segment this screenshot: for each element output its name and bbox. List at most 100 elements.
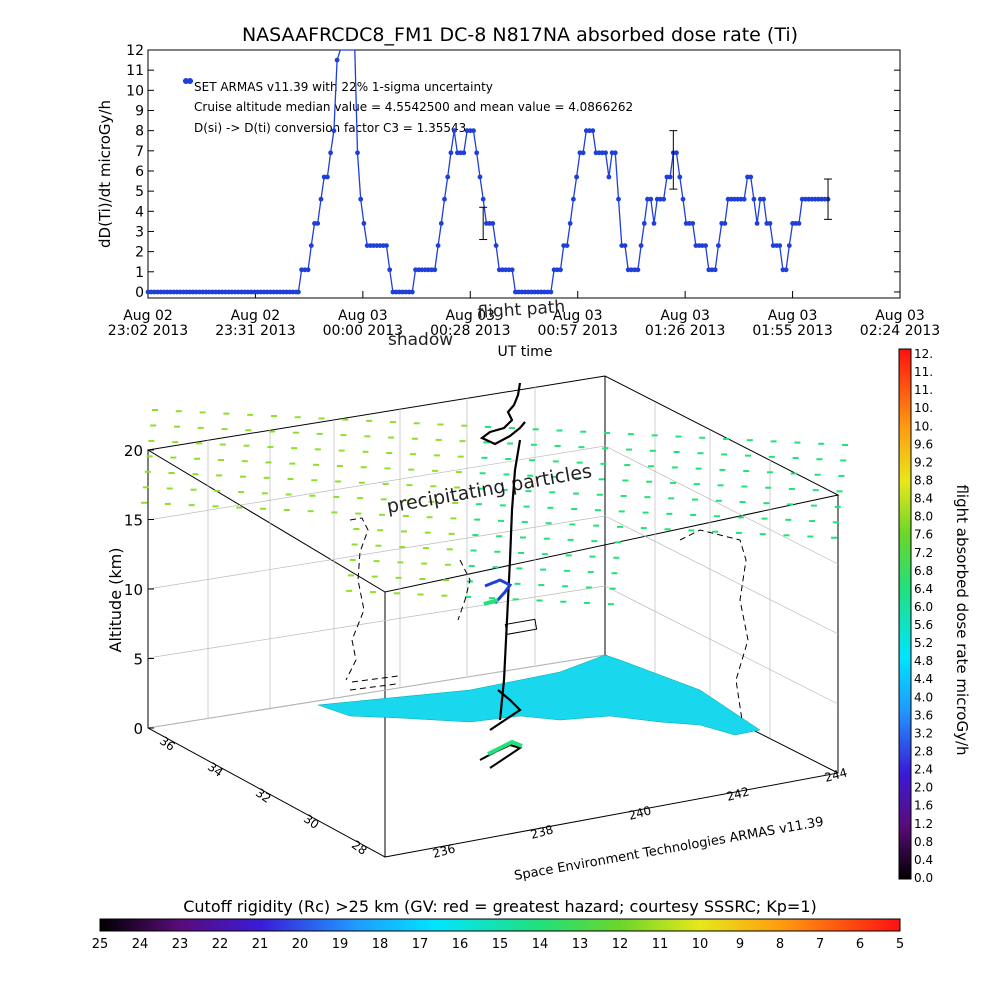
altitude-tick-label: 10 <box>124 581 143 599</box>
colorbar-label: flight absorbed dose rate microGy/h <box>953 484 971 755</box>
x-tick-label-time: 00:28 2013 <box>430 323 510 339</box>
data-point <box>658 196 663 202</box>
data-point <box>777 243 783 249</box>
data-point <box>302 267 308 273</box>
shadow-left <box>345 517 399 691</box>
data-point <box>193 289 199 295</box>
data-point <box>432 267 438 273</box>
colorbar-tick-label: 6.0 <box>914 600 933 614</box>
cutoff-tick-label: 23 <box>172 937 189 952</box>
x-axis-label: UT time <box>498 344 553 360</box>
colorbar-tick-label: 4.4 <box>914 672 933 686</box>
cutoff-tick-label: 17 <box>412 937 429 952</box>
altitude-tick-label: 0 <box>133 720 143 738</box>
data-point <box>786 243 792 249</box>
colorbar-tick-label: 11. <box>914 365 933 379</box>
colorbar-tick-label: 8.4 <box>914 492 933 506</box>
data-point <box>622 243 628 249</box>
data-point <box>567 221 573 226</box>
colorbar-tick-label: 7.2 <box>914 546 933 560</box>
latitude-tick-label: 36 <box>157 734 178 754</box>
cutoff-tick-label: 15 <box>492 937 509 952</box>
data-point <box>164 289 170 295</box>
chart-title: NASAAFRCDC8_FM1 DC-8 N817NA absorbed dos… <box>242 24 798 46</box>
x-tick-label-time: 01:55 2013 <box>752 323 832 339</box>
colorbar-tick-label: 10. <box>914 401 933 415</box>
cutoff-colorbar <box>99 918 901 932</box>
cutoff-tick-label: 11 <box>652 937 669 952</box>
flight-marker <box>504 618 538 635</box>
data-point <box>812 196 818 202</box>
data-point <box>235 289 241 295</box>
x-tick-label-time: 23:02 2013 <box>108 323 188 339</box>
data-point <box>754 221 760 226</box>
y-tick-label: 2 <box>135 245 144 261</box>
data-point <box>629 267 634 273</box>
data-point <box>358 196 364 202</box>
cutoff-tick-label: 24 <box>132 937 149 952</box>
data-point <box>435 243 441 249</box>
cutoff-tick-label: 5 <box>896 937 904 952</box>
data-point <box>305 267 311 273</box>
y-tick-label: 6 <box>135 164 144 180</box>
data-point <box>770 243 776 249</box>
longitude-tick-label: 244 <box>823 765 849 784</box>
cutoff-tick-label: 9 <box>736 937 744 952</box>
cutoff-tick-label: 25 <box>92 937 109 952</box>
longitude-tick-label: 238 <box>529 822 555 841</box>
data-point <box>728 196 734 202</box>
longitude-axis: 236 238 240 242 244 <box>431 765 849 860</box>
y-tick-label: 5 <box>135 184 144 200</box>
data-point <box>722 221 728 226</box>
colorbar-tick-label: 2.8 <box>914 745 933 759</box>
data-point <box>493 243 499 249</box>
data-point <box>325 174 330 180</box>
x-tick-label-date: Aug 03 <box>445 308 495 324</box>
data-point <box>387 267 393 273</box>
data-point <box>318 196 324 202</box>
colorbar-tick-label: 7.6 <box>914 528 933 542</box>
data-point <box>558 267 563 273</box>
data-point <box>667 174 673 180</box>
data-point <box>509 267 515 273</box>
colorbar-tick-label: 0.0 <box>914 871 933 885</box>
latitude-tick-label: 32 <box>253 786 274 806</box>
altitude-tick-label: 5 <box>133 651 143 669</box>
colorbar-tick-label: 12. <box>914 347 933 361</box>
data-point <box>409 289 415 295</box>
x-tick-label-date: Aug 02 <box>123 308 173 324</box>
y-axis-label: dD(Ti)/dt microGy/h <box>96 100 114 248</box>
flight-path-color <box>483 598 499 606</box>
latitude-tick-label: 30 <box>301 812 322 832</box>
colorbar-tick-label: 5.6 <box>914 618 933 632</box>
data-point <box>741 196 747 202</box>
data-point <box>548 289 554 295</box>
colorbar-tick-label: 2.0 <box>914 781 933 795</box>
data-point <box>331 128 337 134</box>
y-tick-label: 8 <box>135 124 144 140</box>
cutoff-tick-label: 13 <box>572 937 589 952</box>
data-point <box>690 221 696 226</box>
data-point <box>606 174 612 180</box>
y-tick-label: 1 <box>135 265 144 281</box>
data-point <box>761 196 766 202</box>
data-point <box>503 267 509 273</box>
3d-box <box>146 375 840 858</box>
data-point <box>796 221 802 226</box>
data-point <box>480 196 486 202</box>
data-point <box>308 243 314 249</box>
data-point <box>315 221 321 226</box>
y-tick-label: 12 <box>126 43 144 59</box>
data-point <box>264 289 270 295</box>
colorbar-tick-label: 1.6 <box>914 799 933 813</box>
data-point <box>290 289 296 295</box>
data-point <box>177 289 183 295</box>
x-tick-label-date: Aug 03 <box>768 308 818 324</box>
plot-frame <box>147 49 901 299</box>
altitude-label: Altitude (km) <box>106 548 125 653</box>
data-point <box>377 243 383 249</box>
annotation-median: Cruise altitude median value = 4.5542500… <box>194 100 633 114</box>
data-point <box>716 243 721 249</box>
y-tick-label: 11 <box>126 63 144 79</box>
